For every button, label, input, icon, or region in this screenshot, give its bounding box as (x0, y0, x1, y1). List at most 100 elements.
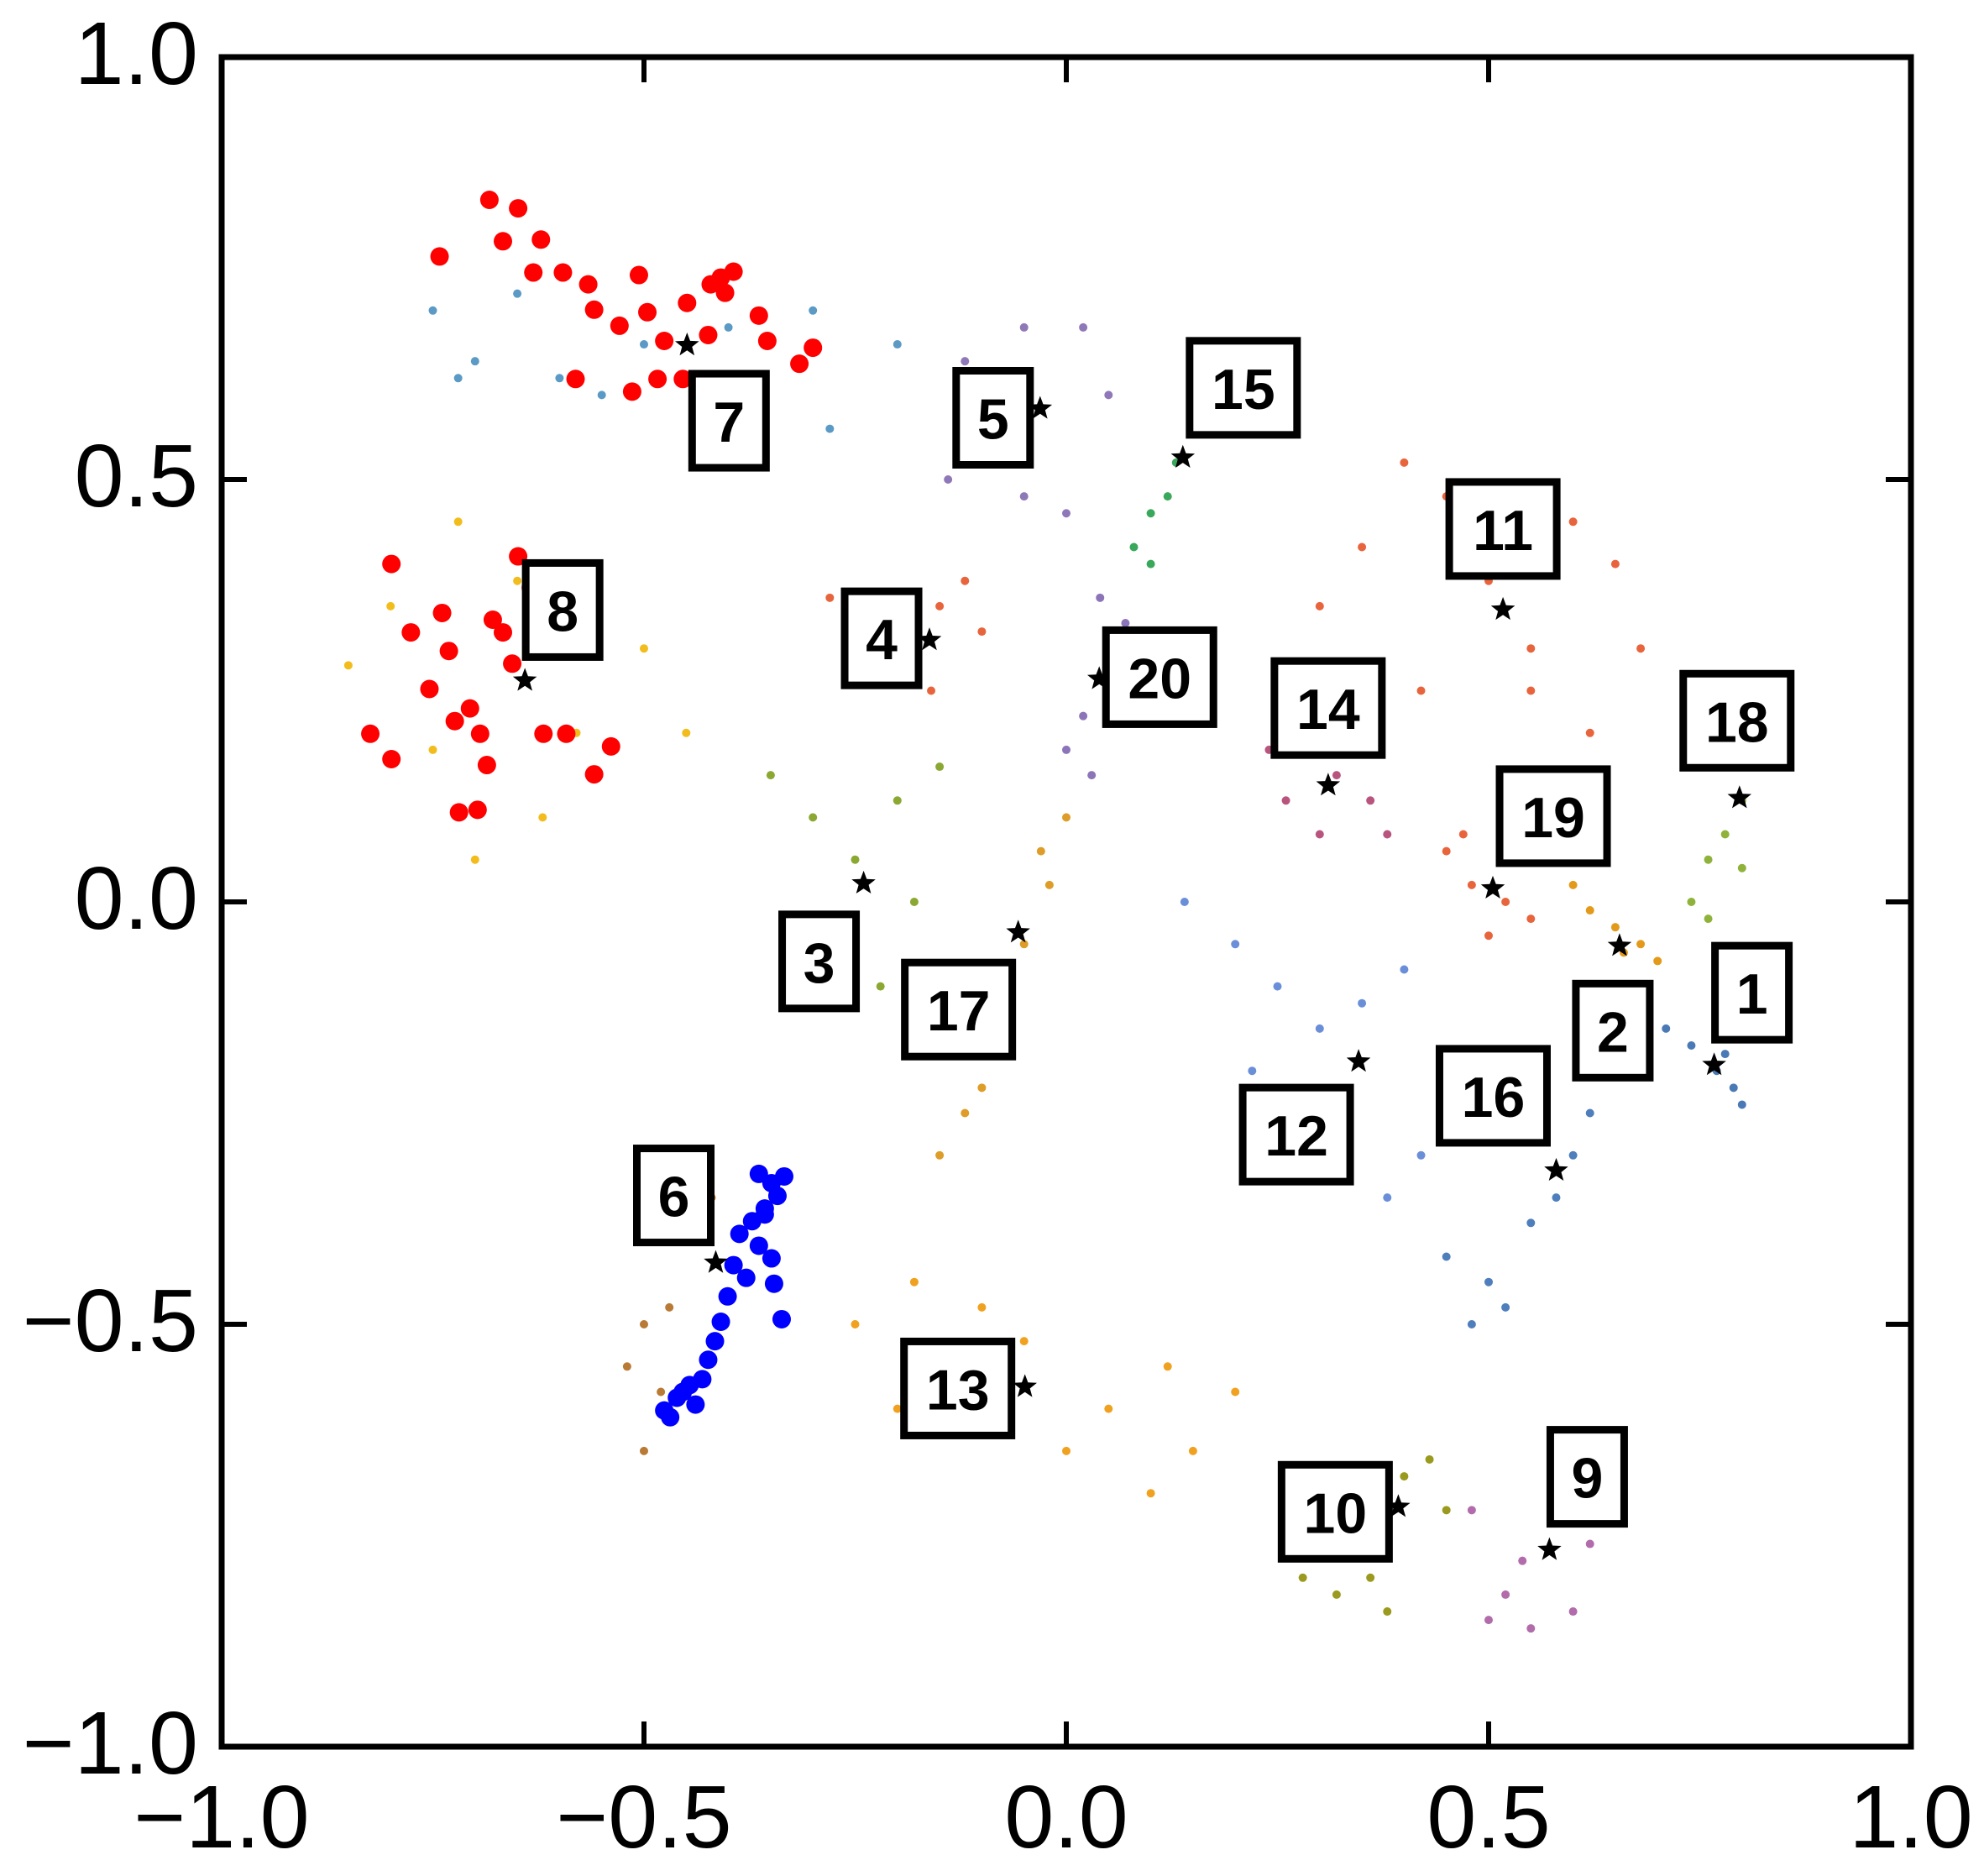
cluster-point (1019, 322, 1029, 332)
highlight-point (601, 736, 620, 756)
cluster-point (1610, 923, 1620, 932)
cluster-center (1537, 1537, 1562, 1560)
cluster-label-box (1711, 941, 1793, 1044)
cluster-point (343, 661, 353, 670)
cluster-point (961, 576, 970, 585)
cluster-label-box (1445, 478, 1561, 580)
cluster-point (1121, 619, 1130, 628)
cluster-point (1129, 542, 1139, 552)
highlight-point (479, 191, 499, 210)
cluster-label-box (633, 1145, 715, 1247)
cluster-point (893, 340, 902, 349)
highlight-point (401, 623, 421, 642)
cluster-label: 4 (866, 608, 898, 672)
highlight-point (420, 679, 439, 699)
highlight-point (757, 332, 777, 351)
cluster-point (1568, 517, 1578, 527)
cluster-point (640, 1320, 648, 1328)
cluster-point (1568, 1607, 1578, 1617)
y-tick-label: −0.5 (23, 1271, 198, 1370)
cluster-point (1526, 644, 1536, 653)
cluster-label: 3 (804, 931, 835, 995)
cluster-point (1585, 1108, 1594, 1118)
cluster-center (1087, 666, 1112, 689)
cluster-label-box (1186, 337, 1301, 439)
highlight-point (493, 623, 512, 642)
cluster-point (1442, 1506, 1451, 1515)
highlight-point (762, 1249, 781, 1268)
cluster-point (1467, 1506, 1476, 1515)
cluster-label-box (1270, 657, 1386, 759)
highlight-point (701, 275, 720, 294)
highlight-point (509, 199, 528, 218)
cluster-point (1163, 492, 1172, 501)
cluster-point (555, 374, 564, 383)
highlight-point (749, 1236, 768, 1255)
cluster-label: 1 (1736, 962, 1768, 1026)
cluster-point (1526, 686, 1536, 695)
cluster-label: 17 (927, 979, 991, 1043)
cluster-label-box (1679, 669, 1795, 772)
cluster-point (1518, 1556, 1527, 1565)
cluster-point (665, 1302, 674, 1312)
cluster-point (876, 982, 885, 991)
cluster-label-box (521, 558, 604, 661)
x-tick-label: 0.5 (1426, 1768, 1550, 1867)
cluster-point (1501, 898, 1510, 906)
cluster-point (893, 1404, 902, 1413)
cluster-point (809, 306, 818, 315)
cluster-point (1484, 1277, 1493, 1286)
cluster-point (1400, 458, 1409, 467)
highlight-point (449, 803, 469, 822)
cluster-point (1501, 1590, 1510, 1599)
highlight-point (638, 302, 657, 322)
cluster-point (1146, 1489, 1155, 1498)
cluster-label: 13 (926, 1358, 990, 1422)
cluster-point (935, 762, 945, 772)
cluster-point (1036, 846, 1045, 856)
cluster-point (1332, 771, 1341, 780)
highlight-point (736, 1268, 756, 1287)
cluster-point (1087, 771, 1097, 780)
cluster-label: 10 (1304, 1481, 1368, 1545)
cluster-point (1704, 914, 1713, 924)
cluster-point (1458, 830, 1468, 839)
cluster-point (657, 1387, 666, 1397)
highlight-point (774, 1166, 793, 1186)
cluster-point (1662, 1024, 1671, 1033)
cluster-center (1170, 444, 1196, 468)
cluster-point (682, 728, 691, 737)
cluster-center (1316, 773, 1341, 796)
cluster-point (825, 593, 835, 602)
cluster-point (1044, 880, 1054, 889)
cluster-point (825, 424, 835, 433)
highlight-point (724, 1255, 743, 1275)
highlight-point (661, 1407, 680, 1427)
highlight-point (772, 1309, 791, 1328)
cluster-label: 18 (1705, 690, 1769, 754)
highlight-point (629, 265, 648, 285)
cluster-label: 15 (1212, 358, 1275, 422)
cluster-point (1019, 1337, 1029, 1346)
cluster-point (1332, 1590, 1341, 1599)
plot-frame (218, 54, 1914, 1750)
cluster-point (1079, 711, 1088, 721)
highlight-point (715, 283, 735, 302)
cluster-point (1096, 593, 1105, 602)
cluster-point (1568, 880, 1578, 889)
highlight-point (578, 275, 598, 294)
cluster-label: 8 (547, 579, 578, 643)
cluster-point (1610, 559, 1620, 569)
cluster-label: 7 (713, 390, 745, 454)
cluster-point (1416, 1150, 1426, 1160)
cluster-point (1737, 1100, 1746, 1109)
cluster-point (1273, 982, 1282, 991)
highlight-point (655, 332, 674, 351)
highlight-point (557, 724, 576, 743)
cluster-label: 2 (1597, 1000, 1629, 1064)
cluster-point (640, 1446, 648, 1455)
cluster-label: 12 (1264, 1104, 1328, 1168)
cluster-point (1729, 1083, 1738, 1093)
cluster-point (1146, 559, 1155, 569)
cluster-label-box (900, 1337, 1016, 1439)
